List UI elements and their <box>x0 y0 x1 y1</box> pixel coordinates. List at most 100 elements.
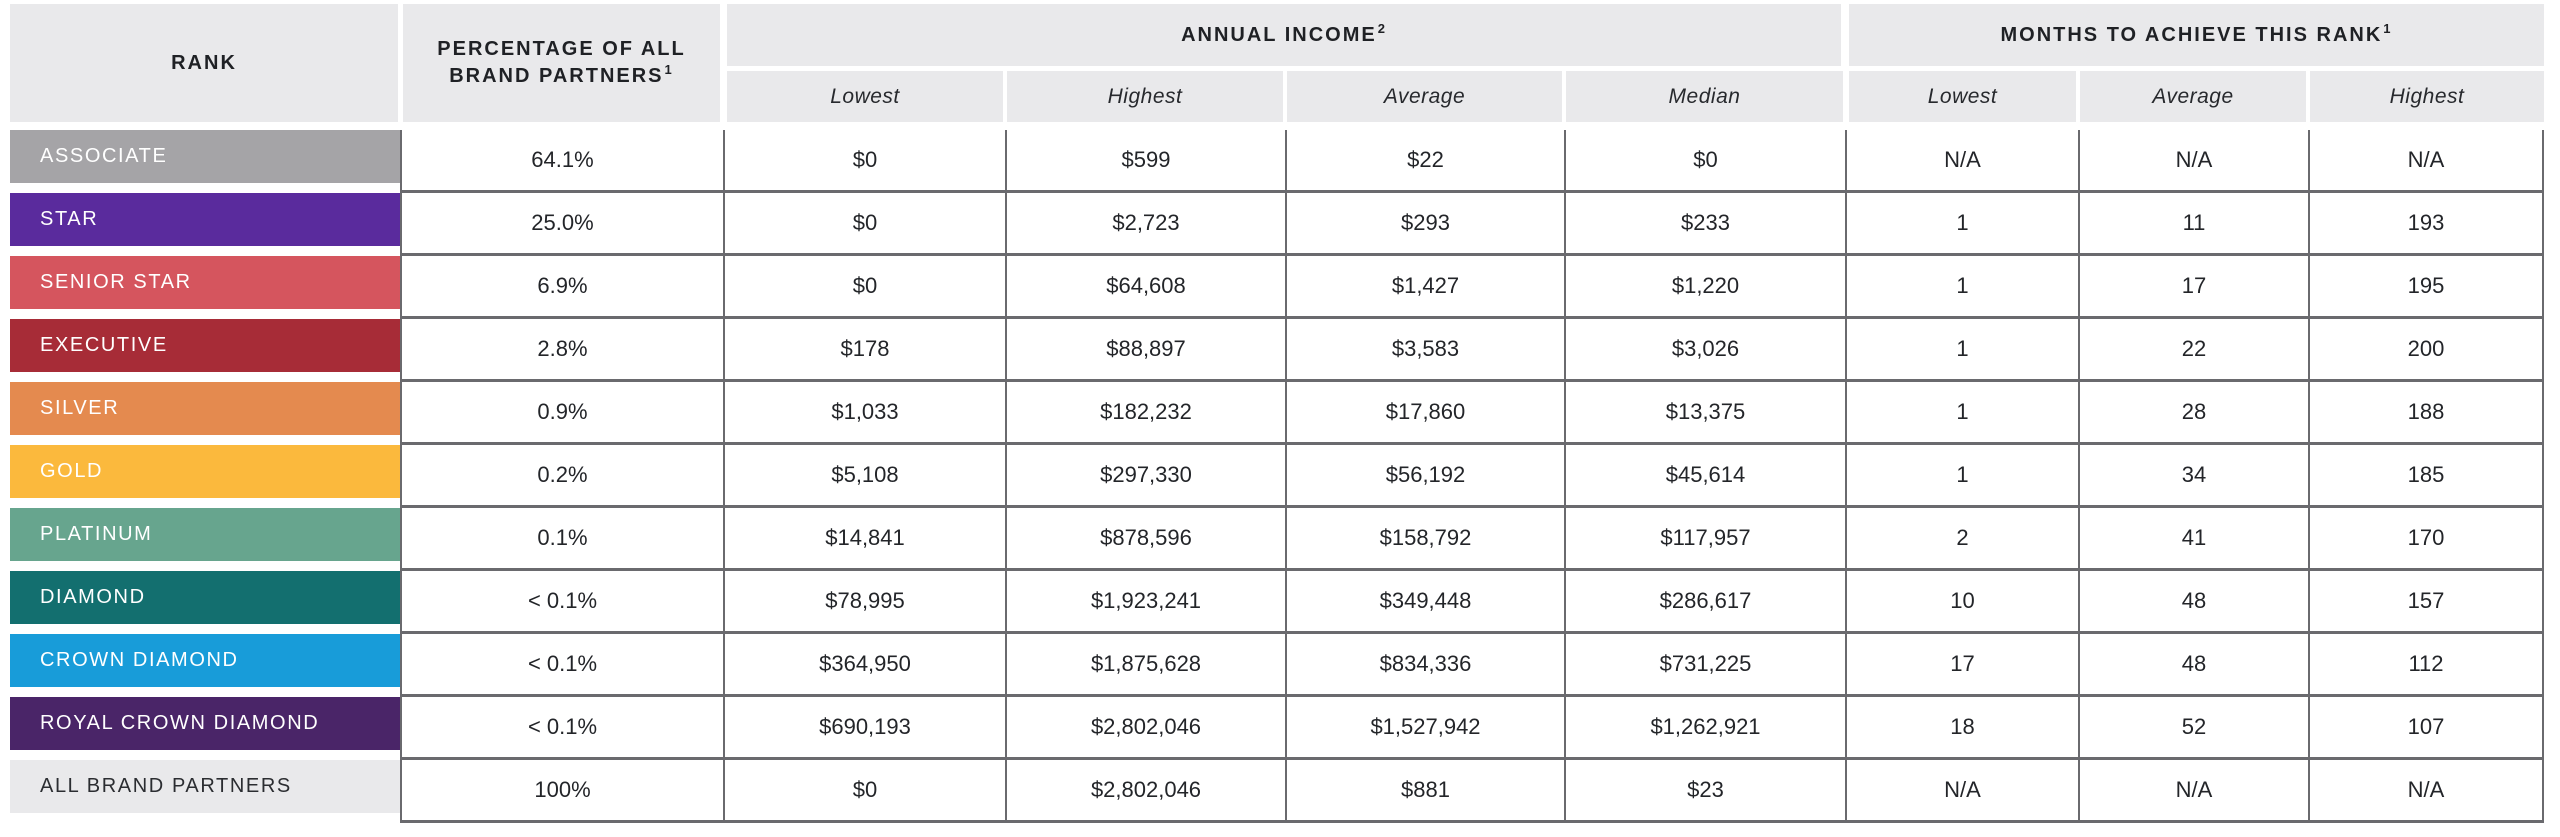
cell-income-highest: $2,802,046 <box>1005 697 1285 760</box>
rank-badge: DIAMOND <box>10 571 400 624</box>
rank-badge: GOLD <box>10 445 400 498</box>
rank-cell: ASSOCIATE <box>0 130 400 193</box>
cell-percentage: 25.0% <box>400 193 723 256</box>
header-months-label: MONTHS TO ACHIEVE THIS RANK1 <box>2000 20 2393 46</box>
rank-label: SENIOR STAR <box>40 271 192 293</box>
cell-months-lowest: 1 <box>1845 382 2078 445</box>
header-percentage: PERCENTAGE OF ALL BRAND PARTNERS1 <box>403 4 720 122</box>
cell-percentage: < 0.1% <box>400 634 723 697</box>
cell-income-median: $23 <box>1564 760 1845 823</box>
rank-badge: SENIOR STAR <box>10 256 400 309</box>
rank-label: ROYAL CROWN DIAMOND <box>40 712 320 734</box>
cell-income-lowest: $0 <box>723 760 1005 823</box>
cell-income-highest: $2,723 <box>1005 193 1285 256</box>
cell-income-highest: $2,802,046 <box>1005 760 1285 823</box>
cell-months-average: 22 <box>2078 319 2308 382</box>
subheader-income-lowest: Lowest <box>727 71 1003 122</box>
footnote-sup: 1 <box>664 62 674 78</box>
rank-label: STAR <box>40 208 99 230</box>
cell-income-highest: $297,330 <box>1005 445 1285 508</box>
table-row: DIAMOND < 0.1% $78,995 $1,923,241 $349,4… <box>0 571 2544 634</box>
cell-income-highest: $599 <box>1005 130 1285 193</box>
cell-months-highest: 107 <box>2308 697 2544 760</box>
cell-months-average: 52 <box>2078 697 2308 760</box>
cell-income-lowest: $0 <box>723 130 1005 193</box>
cell-income-lowest: $364,950 <box>723 634 1005 697</box>
rank-badge: ALL BRAND PARTNERS <box>10 760 400 813</box>
header-months: MONTHS TO ACHIEVE THIS RANK1 <box>1849 4 2544 66</box>
rank-cell: ROYAL CROWN DIAMOND <box>0 697 400 760</box>
rank-label: DIAMOND <box>40 586 146 608</box>
subheader-months-highest: Highest <box>2310 71 2544 122</box>
cell-income-highest: $88,897 <box>1005 319 1285 382</box>
cell-months-highest: 195 <box>2308 256 2544 319</box>
cell-percentage: < 0.1% <box>400 571 723 634</box>
rank-cell: EXECUTIVE <box>0 319 400 382</box>
header-annual-income: ANNUAL INCOME2 <box>727 4 1841 66</box>
table-row: CROWN DIAMOND < 0.1% $364,950 $1,875,628… <box>0 634 2544 697</box>
header-percentage-label: PERCENTAGE OF ALL BRAND PARTNERS1 <box>437 38 686 87</box>
cell-income-median: $286,617 <box>1564 571 1845 634</box>
cell-income-average: $3,583 <box>1285 319 1564 382</box>
rank-badge: ROYAL CROWN DIAMOND <box>10 697 400 750</box>
footnote-sup: 1 <box>2383 20 2393 36</box>
table-header: RANK PERCENTAGE OF ALL BRAND PARTNERS1 A… <box>0 4 2544 122</box>
cell-months-average: N/A <box>2078 130 2308 193</box>
rank-label: CROWN DIAMOND <box>40 649 239 671</box>
rank-label: ALL BRAND PARTNERS <box>40 775 292 797</box>
cell-income-median: $731,225 <box>1564 634 1845 697</box>
cell-income-median: $1,262,921 <box>1564 697 1845 760</box>
cell-percentage: 0.1% <box>400 508 723 571</box>
cell-months-average: 34 <box>2078 445 2308 508</box>
subheader-months-average: Average <box>2080 71 2306 122</box>
rank-label: GOLD <box>40 460 104 482</box>
rank-cell: CROWN DIAMOND <box>0 634 400 697</box>
cell-months-average: N/A <box>2078 760 2308 823</box>
rank-label: SILVER <box>40 397 120 419</box>
rank-cell: SILVER <box>0 382 400 445</box>
cell-months-highest: 185 <box>2308 445 2544 508</box>
cell-income-average: $349,448 <box>1285 571 1564 634</box>
cell-months-lowest: 1 <box>1845 319 2078 382</box>
cell-income-average: $22 <box>1285 130 1564 193</box>
cell-months-average: 48 <box>2078 571 2308 634</box>
subheader-income-highest: Highest <box>1007 71 1283 122</box>
cell-months-average: 48 <box>2078 634 2308 697</box>
cell-income-lowest: $5,108 <box>723 445 1005 508</box>
table-row: SENIOR STAR 6.9% $0 $64,608 $1,427 $1,22… <box>0 256 2544 319</box>
cell-income-median: $3,026 <box>1564 319 1845 382</box>
cell-income-highest: $1,923,241 <box>1005 571 1285 634</box>
cell-income-highest: $182,232 <box>1005 382 1285 445</box>
cell-income-average: $158,792 <box>1285 508 1564 571</box>
cell-months-average: 17 <box>2078 256 2308 319</box>
cell-income-median: $117,957 <box>1564 508 1845 571</box>
cell-percentage: 0.2% <box>400 445 723 508</box>
rank-badge: CROWN DIAMOND <box>10 634 400 687</box>
cell-income-average: $834,336 <box>1285 634 1564 697</box>
rank-cell: GOLD <box>0 445 400 508</box>
cell-income-highest: $64,608 <box>1005 256 1285 319</box>
rank-badge: PLATINUM <box>10 508 400 561</box>
header-annual-income-label: ANNUAL INCOME2 <box>1181 20 1387 46</box>
cell-months-lowest: 10 <box>1845 571 2078 634</box>
cell-months-highest: 200 <box>2308 319 2544 382</box>
rank-cell: PLATINUM <box>0 508 400 571</box>
header-rank-label: RANK <box>171 51 237 74</box>
table-row: STAR 25.0% $0 $2,723 $293 $233 1 11 193 <box>0 193 2544 256</box>
cell-months-highest: N/A <box>2308 130 2544 193</box>
cell-months-highest: N/A <box>2308 760 2544 823</box>
cell-income-median: $13,375 <box>1564 382 1845 445</box>
cell-months-highest: 157 <box>2308 571 2544 634</box>
cell-months-lowest: 17 <box>1845 634 2078 697</box>
cell-income-lowest: $1,033 <box>723 382 1005 445</box>
rank-cell: DIAMOND <box>0 571 400 634</box>
cell-income-lowest: $78,995 <box>723 571 1005 634</box>
subheader-months-lowest: Lowest <box>1849 71 2076 122</box>
table-row: EXECUTIVE 2.8% $178 $88,897 $3,583 $3,02… <box>0 319 2544 382</box>
rank-badge: STAR <box>10 193 400 246</box>
cell-months-highest: 188 <box>2308 382 2544 445</box>
cell-income-lowest: $0 <box>723 193 1005 256</box>
cell-income-median: $1,220 <box>1564 256 1845 319</box>
cell-months-average: 28 <box>2078 382 2308 445</box>
